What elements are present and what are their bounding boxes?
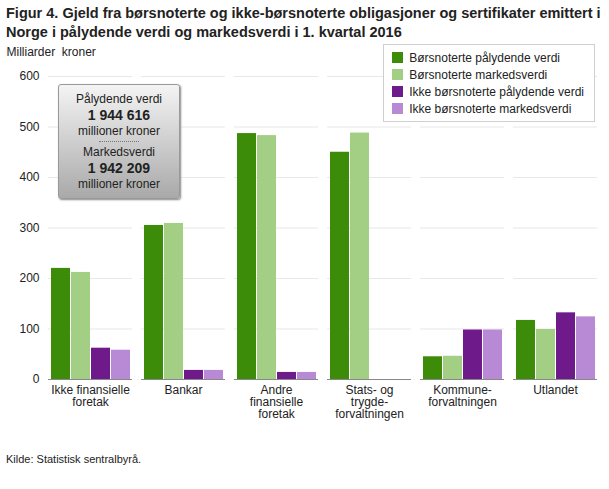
svg-text:Bankar: Bankar (164, 383, 202, 397)
svg-text:600: 600 (19, 69, 39, 83)
svg-text:Andrefinansielleforetak: Andrefinansielleforetak (250, 383, 304, 421)
svg-text:Utlandet: Utlandet (533, 383, 578, 397)
html-text:Ikke børsnoterte pålydende ver: Ikke børsnoterte pålydende verdi (409, 84, 584, 99)
svg-text:400: 400 (19, 170, 39, 184)
html-text:millioner kroner: millioner kroner (78, 177, 160, 191)
svg-text:200: 200 (19, 271, 39, 285)
svg-text:100: 100 (19, 322, 39, 336)
svg-text:Ikke finansielleforetak: Ikke finansielleforetak (51, 383, 130, 409)
svg-text:Stats- ogtrygde-forvaltningen: Stats- ogtrygde-forvaltningen (335, 383, 404, 421)
html-text:Børsnoterte markedsverdi: Børsnoterte markedsverdi (409, 67, 548, 82)
html-text:Ikke børsnoterte markedsverdi: Ikke børsnoterte markedsverdi (409, 101, 572, 116)
html-text:Markedsverdi: Markedsverdi (83, 145, 155, 159)
html-text:millioner kroner: millioner kroner (78, 124, 160, 138)
html-text:Pålydende verdi: Pålydende verdi (76, 92, 162, 106)
svg-text:300: 300 (19, 221, 39, 235)
html-text:Figur 4. Gjeld fra børsnoterte: Figur 4. Gjeld fra børsnoterte og ikke-b… (6, 5, 601, 40)
html-text:1 944 616: 1 944 616 (87, 107, 151, 123)
svg-text:0: 0 (33, 372, 40, 386)
html-text:1 942 209: 1 942 209 (87, 160, 151, 176)
svg-text:500: 500 (19, 120, 39, 134)
html-text:Kilde: Statistisk sentralbyrå.: Kilde: Statistisk sentralbyrå. (6, 453, 142, 465)
svg-text:Milliarder kroner: Milliarder kroner (7, 45, 96, 59)
svg-text:Kommune-forvaltningen: Kommune-forvaltningen (428, 383, 497, 409)
html-text:Børsnoterte pålydende verdi: Børsnoterte pålydende verdi (409, 50, 560, 65)
